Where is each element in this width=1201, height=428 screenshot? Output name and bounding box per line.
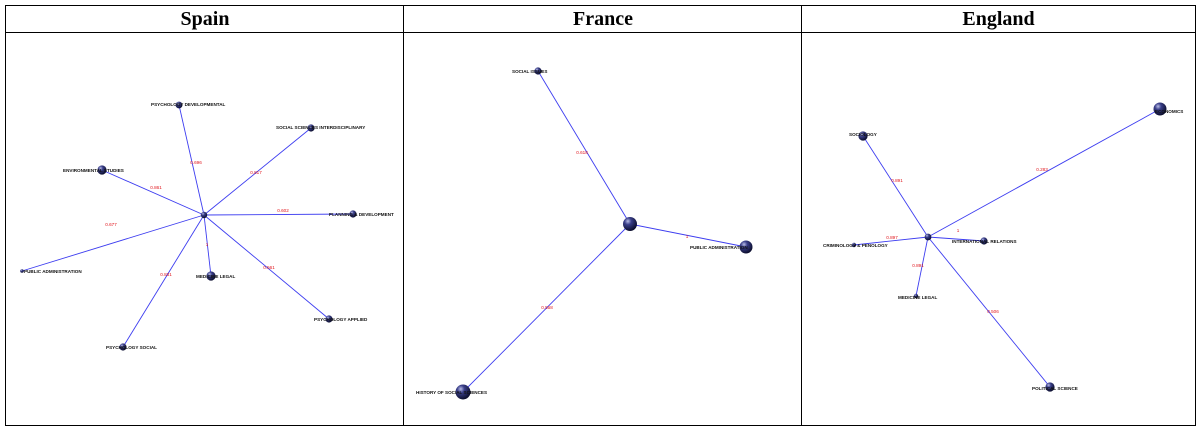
edge-line xyxy=(122,214,205,348)
node-label: MEDICINE LEGAL xyxy=(196,274,235,279)
edge-weight-label: 1 xyxy=(957,228,960,233)
edge-weight-label: 0.831 xyxy=(160,272,172,277)
panel-title-france: France xyxy=(404,6,802,33)
category-node xyxy=(1153,102,1167,116)
edge-line xyxy=(178,104,205,216)
node-label: PUBLIC ADMINISTRATION xyxy=(24,269,82,274)
node-label: SOCIOLOGY xyxy=(849,132,877,137)
node-label: PUBLIC ADMINISTRATION xyxy=(690,245,748,250)
category-node xyxy=(980,237,988,245)
hub-node xyxy=(200,211,208,219)
panel-title-spain: Spain xyxy=(6,6,404,33)
edge-weight-label: 0.283 xyxy=(1036,167,1048,172)
edge-weight-label: 0.677 xyxy=(105,222,117,227)
network-england: 0.891 0.283 0.897 1 0.891 0.506 SOCIOLOGY ECONO… xyxy=(823,102,1183,392)
category-node xyxy=(1045,382,1055,392)
column-divider xyxy=(403,6,404,425)
panel-title-england: England xyxy=(802,6,1195,33)
edge-weight-label: 0.506 xyxy=(987,309,999,314)
node-label: SOCIAL SCIENCES INTERDISCIPLINARY xyxy=(276,125,365,130)
node-label: PLANNING & DEVELOPMENT xyxy=(329,212,394,217)
network-spain: 0.696 0.817 0.861 0.602 0.677 1 0.561 0.831 PSYC… xyxy=(20,101,394,351)
edge-line xyxy=(203,213,354,216)
hub-node xyxy=(924,233,932,241)
edge-weight-label: 0.861 xyxy=(150,185,162,190)
node-label: PSYCHOLOGY APPLIED xyxy=(314,317,368,322)
edge-line xyxy=(927,108,1161,238)
category-node xyxy=(20,269,24,273)
edge-weight-label: 0.618 xyxy=(576,150,588,155)
edge-line xyxy=(21,214,205,272)
category-node xyxy=(455,384,471,400)
category-node xyxy=(97,165,107,175)
edge-weight-label: 0.891 xyxy=(891,178,903,183)
edge-line xyxy=(629,223,747,248)
node-label: CRIMINOLOGY & PENOLOGY xyxy=(823,243,888,248)
edge-weight-label: 1 xyxy=(206,242,209,247)
edge-weight-label: 0.891 xyxy=(912,263,924,268)
column-divider xyxy=(801,6,802,425)
node-label: HISTORY OF SOCIAL SCIENCES xyxy=(416,390,487,395)
category-node xyxy=(851,242,857,248)
edge-line xyxy=(927,236,985,242)
category-node xyxy=(739,240,753,254)
category-node xyxy=(119,343,127,351)
edge-weight-label: 0.696 xyxy=(190,160,202,165)
node-label: ECONOMICS xyxy=(1155,109,1183,114)
edge-weight-label: 0.817 xyxy=(250,170,262,175)
hub-node xyxy=(623,217,637,231)
node-label: ENVIRONMENTAL STUDIES xyxy=(63,168,124,173)
edge-line xyxy=(203,214,330,320)
edge-weight-label: 1 xyxy=(686,234,689,239)
network-figure: Spain France England 0.696 0.817 0.861 0.60… xyxy=(5,5,1196,426)
edge-line xyxy=(203,127,312,216)
category-node xyxy=(913,293,919,299)
category-node xyxy=(858,131,868,141)
category-node xyxy=(307,124,315,132)
category-node xyxy=(325,315,333,323)
category-node xyxy=(206,271,216,281)
edge-weight-label: 0.897 xyxy=(886,235,898,240)
category-node xyxy=(349,210,357,218)
edge-line xyxy=(927,236,1051,388)
node-label: PSYCHOLOGY DEVELOPMENTAL xyxy=(151,102,226,107)
node-label: SOCIAL ISSUES xyxy=(512,69,547,74)
edge-weight-label: 0.602 xyxy=(277,208,289,213)
edge-line xyxy=(203,214,212,277)
category-node xyxy=(534,67,542,75)
edge-line xyxy=(537,70,631,225)
node-label: PSYCHOLOGY SOCIAL xyxy=(106,345,157,350)
edge-line xyxy=(915,236,929,297)
edge-weight-label: 0.561 xyxy=(263,265,275,270)
edge-weight-label: 0.558 xyxy=(541,305,553,310)
node-label: POLITICAL SCIENCE xyxy=(1032,386,1078,391)
edge-line xyxy=(101,169,205,216)
edge-line xyxy=(862,135,929,238)
edge-line xyxy=(853,236,929,246)
node-label: INTERNATIONAL RELATIONS xyxy=(952,239,1017,244)
edge-line xyxy=(462,223,631,393)
network-france: 0.618 1 0.558 SOCIAL ISSUES PUBLIC ADMINISTR… xyxy=(416,67,753,400)
node-label: MEDICINE LEGAL xyxy=(898,295,937,300)
category-node xyxy=(175,101,183,109)
